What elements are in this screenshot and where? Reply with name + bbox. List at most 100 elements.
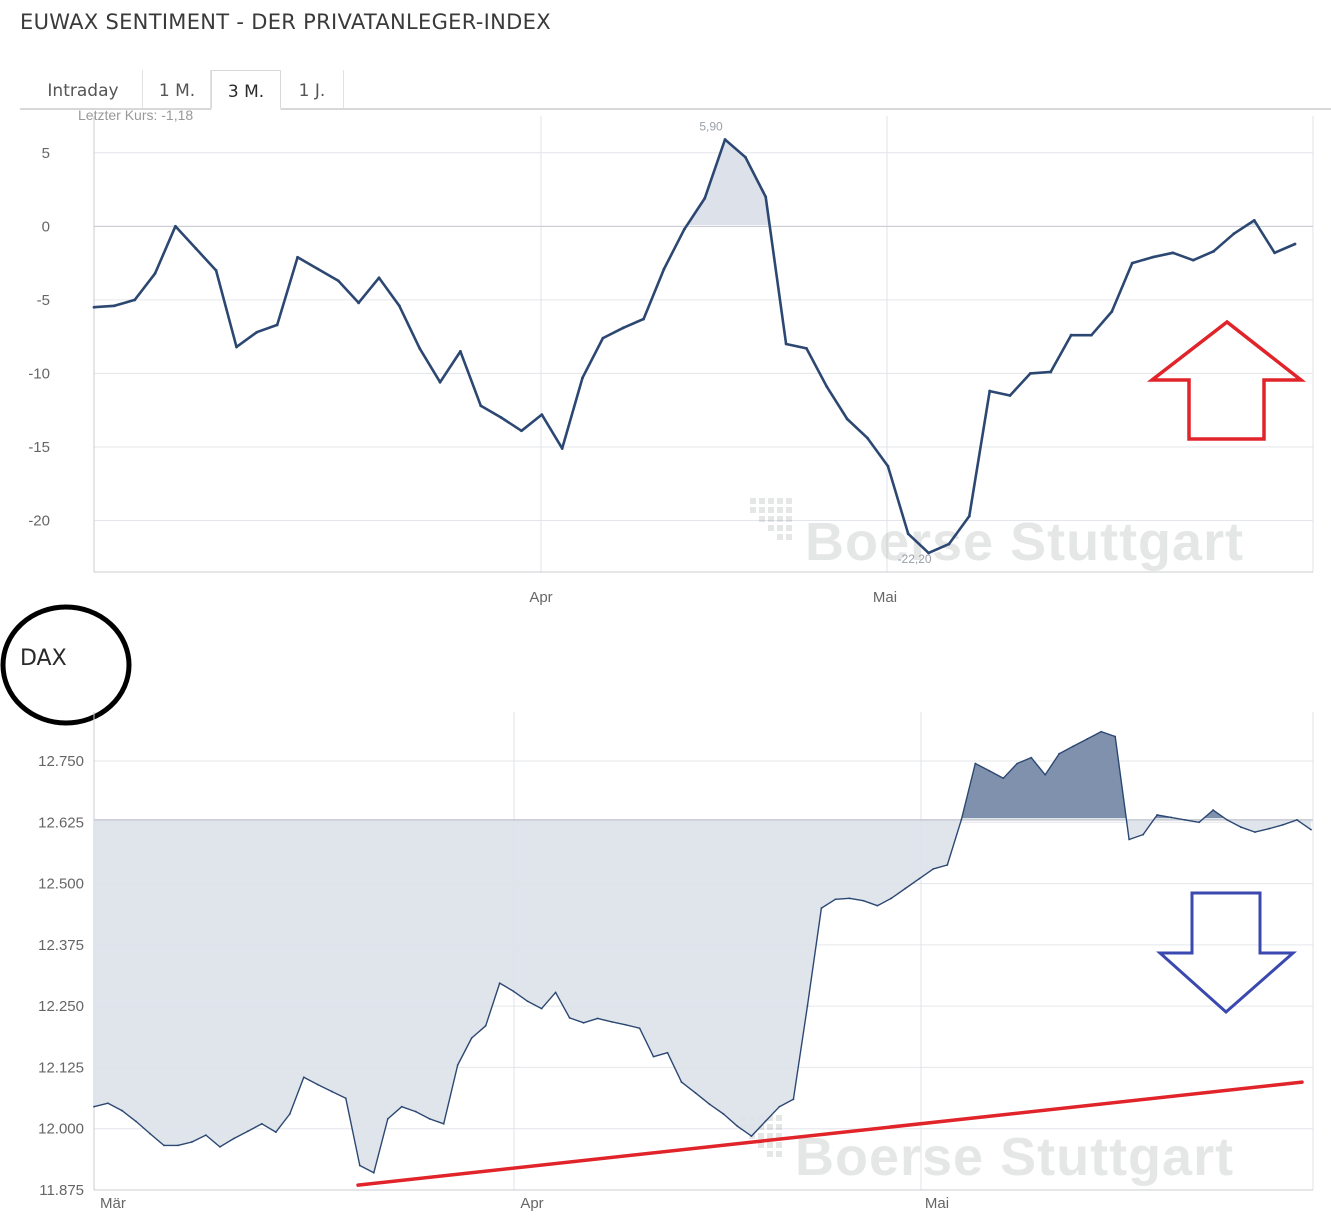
sentiment-point — [601, 336, 605, 340]
dax-point — [218, 1145, 221, 1148]
dax-circle-annotation — [0, 604, 132, 726]
watermark-dot — [777, 516, 783, 522]
watermark-logo-top: Boerse Stuttgart — [750, 498, 1243, 572]
dax-point — [484, 1024, 487, 1027]
watermark-dot — [786, 534, 792, 540]
dax-point — [316, 1083, 319, 1086]
dax-point — [93, 1105, 95, 1108]
dax-y-tick-label: 12.500 — [38, 876, 84, 893]
watermark-dot — [768, 498, 774, 504]
watermark-dot — [786, 525, 792, 531]
dax-point — [330, 1090, 333, 1093]
dax-point — [512, 990, 515, 993]
sentiment-point — [906, 532, 910, 536]
watermark-text: Boerse Stuttgart — [795, 1127, 1234, 1187]
watermark-dot — [767, 1124, 773, 1130]
dax-point — [1156, 814, 1159, 816]
watermark-dot — [768, 516, 774, 522]
dax-x-tick-maer: Mär — [100, 1195, 126, 1212]
tab-1j[interactable]: 1 J. — [281, 70, 344, 108]
dax-point — [988, 769, 991, 772]
watermark-logo-bottom: Boerse Stuttgart — [740, 1115, 1234, 1187]
dax-point — [1100, 730, 1103, 733]
sentiment-point — [255, 330, 259, 334]
dax-point — [652, 1055, 655, 1058]
sentiment-line — [93, 138, 1296, 555]
sentiment-y-tick-label: 0 — [42, 218, 50, 235]
watermark-dot — [758, 1142, 764, 1148]
dax-y-tick-label: 12.000 — [38, 1121, 84, 1138]
dax-point — [1058, 752, 1061, 755]
dax-point — [1198, 821, 1200, 824]
dax-point — [1184, 818, 1187, 821]
dax-point — [596, 1017, 599, 1020]
sentiment-y-tick-label: -15 — [28, 439, 50, 456]
sentiment-y-tick-label: -10 — [28, 365, 50, 382]
dax-point — [1030, 756, 1033, 759]
down-arrow-icon — [1156, 891, 1297, 1015]
dax-point — [400, 1105, 403, 1108]
dax-point — [358, 1164, 361, 1167]
dax-point — [806, 1005, 809, 1008]
watermark-dot — [786, 516, 792, 522]
sentiment-point — [764, 195, 768, 199]
watermark-dot — [786, 507, 792, 513]
sentiment-point — [784, 342, 788, 346]
dax-x-tick-mai: Mai — [925, 1195, 949, 1212]
sentiment-point — [805, 347, 808, 350]
sentiment-point — [866, 436, 869, 440]
dax-point — [820, 907, 823, 910]
tab-intraday[interactable]: Intraday — [24, 70, 143, 108]
dax-point — [442, 1122, 445, 1125]
sentiment-point — [723, 138, 727, 141]
sentiment-point — [642, 317, 646, 321]
dax-point — [1212, 809, 1214, 811]
dax-point — [960, 818, 963, 821]
dax-point — [135, 1120, 137, 1123]
sentiment-point — [438, 380, 442, 384]
dax-y-tick-labels: 12.750 12.625 12.500 12.375 12.250 12.125 12.0… — [38, 753, 84, 1199]
sentiment-point — [133, 298, 137, 302]
dax-points — [93, 730, 1312, 1174]
sentiment-point — [703, 196, 707, 200]
dax-point — [876, 904, 879, 907]
watermark-dot — [776, 1115, 782, 1121]
watermark-dot — [759, 498, 765, 504]
up-arrow-icon — [1146, 319, 1307, 441]
dax-point — [260, 1122, 263, 1125]
dax-point — [1002, 777, 1005, 780]
sentiment-point — [662, 267, 666, 271]
watermark-dot — [786, 498, 792, 504]
sentiment-point — [499, 416, 503, 419]
dax-point — [163, 1144, 165, 1147]
tab-3m[interactable]: 3 M. — [211, 70, 281, 110]
dax-point — [582, 1021, 585, 1024]
dax-point — [107, 1102, 109, 1105]
sentiment-point — [682, 227, 686, 231]
sentiment-point — [316, 267, 320, 271]
dax-line — [93, 730, 1312, 1174]
sentiment-point — [947, 542, 951, 546]
dax-point — [834, 898, 837, 901]
watermark-dot — [776, 1133, 782, 1139]
dax-y-tick-label: 11.875 — [39, 1182, 84, 1199]
sentiment-y-tick-labels: 5 0 -5 -10 -15 -20 — [28, 145, 50, 530]
sentiment-point — [1130, 261, 1134, 265]
tab-1m[interactable]: 1 M. — [144, 70, 211, 108]
sentiment-y-tick-label: -20 — [28, 513, 50, 530]
dax-point — [722, 1113, 725, 1115]
dax-point — [1072, 745, 1075, 748]
sentiment-point — [418, 347, 422, 350]
dax-point — [526, 1000, 529, 1003]
watermark-dot — [776, 1142, 782, 1148]
watermark-dot — [767, 1115, 773, 1121]
dax-point — [1254, 831, 1256, 834]
watermark-dots-icon — [750, 498, 792, 540]
sentiment-point — [92, 305, 96, 309]
dax-point — [974, 762, 977, 765]
dax-point — [288, 1113, 291, 1115]
dax-point — [246, 1130, 249, 1133]
dax-point — [932, 867, 935, 870]
sentiment-x-tick-apr: Apr — [529, 589, 552, 606]
